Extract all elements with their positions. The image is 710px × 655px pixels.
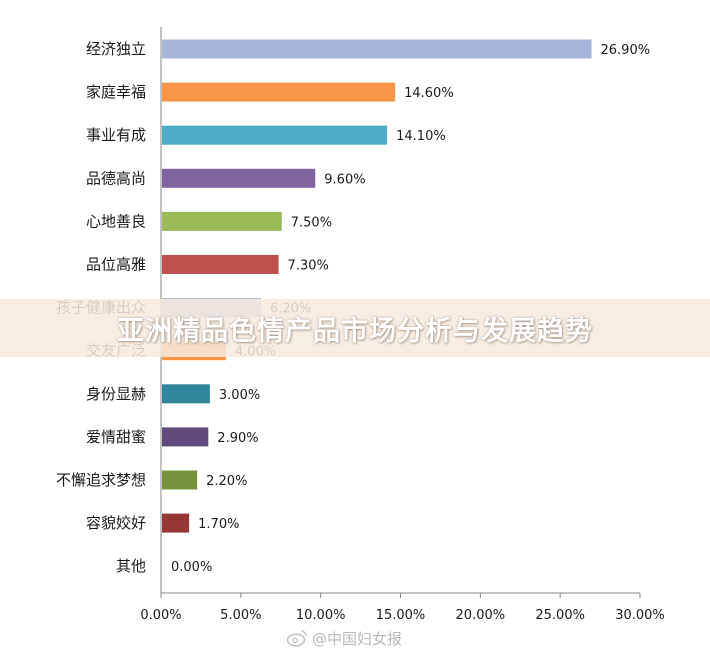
category-label: 家庭幸福 — [86, 83, 146, 101]
x-tick-label: 15.00% — [376, 608, 426, 623]
x-tick-label: 30.00% — [615, 608, 665, 623]
watermark-text: @中国妇女报 — [312, 629, 403, 648]
category-label: 心地善良 — [86, 212, 146, 230]
x-tick-label: 5.00% — [220, 608, 261, 623]
value-label: 7.30% — [288, 259, 329, 274]
bar-4 — [162, 211, 282, 231]
value-label: 14.60% — [404, 86, 454, 101]
watermark: @中国妇女报 — [286, 627, 402, 649]
value-label: 9.60% — [324, 172, 365, 187]
x-tick-label: 25.00% — [535, 608, 585, 623]
category-label: 身份显赫 — [86, 385, 146, 403]
x-axis: 0.00% 5.00% 10.00% 15.00% 20.00% 25.00% 30.00% — [140, 27, 665, 623]
bar-11 — [162, 513, 190, 533]
category-label: 经济独立 — [86, 40, 146, 58]
category-label: 容貌姣好 — [86, 514, 146, 532]
category-label: 爱情甜蜜 — [86, 428, 146, 446]
category-label: 其他 — [116, 557, 146, 575]
category-label: 不懈追求梦想 — [56, 471, 146, 489]
value-label: 26.90% — [601, 43, 651, 58]
weibo-icon — [286, 630, 307, 647]
value-label: 3.00% — [219, 388, 260, 403]
category-label: 事业有成 — [86, 126, 146, 144]
category-label: 品德高尚 — [86, 169, 146, 187]
bar-2 — [162, 125, 388, 145]
bar-9 — [162, 427, 209, 447]
title-banner: 亚洲精品色情产品市场分析与发展趋势 — [0, 299, 710, 357]
bar-3 — [162, 168, 316, 188]
bar-0 — [162, 39, 592, 59]
bar-8 — [162, 384, 210, 404]
bar-1 — [162, 82, 396, 102]
x-tick-label: 0.00% — [140, 608, 181, 623]
bar-5 — [162, 255, 279, 274]
value-label: 1.70% — [198, 517, 239, 532]
value-label: 2.90% — [217, 431, 258, 446]
value-label: 14.10% — [396, 129, 446, 144]
value-label: 7.50% — [291, 215, 332, 230]
banner-title: 亚洲精品色情产品市场分析与发展趋势 — [117, 315, 593, 347]
bar-10 — [162, 470, 198, 490]
x-tick-label: 20.00% — [456, 608, 506, 623]
value-label: 0.00% — [171, 560, 212, 575]
value-label: 2.20% — [206, 474, 247, 489]
bars-layer — [162, 39, 592, 533]
x-tick-label: 10.00% — [296, 608, 346, 623]
category-label: 品位高雅 — [86, 256, 146, 274]
